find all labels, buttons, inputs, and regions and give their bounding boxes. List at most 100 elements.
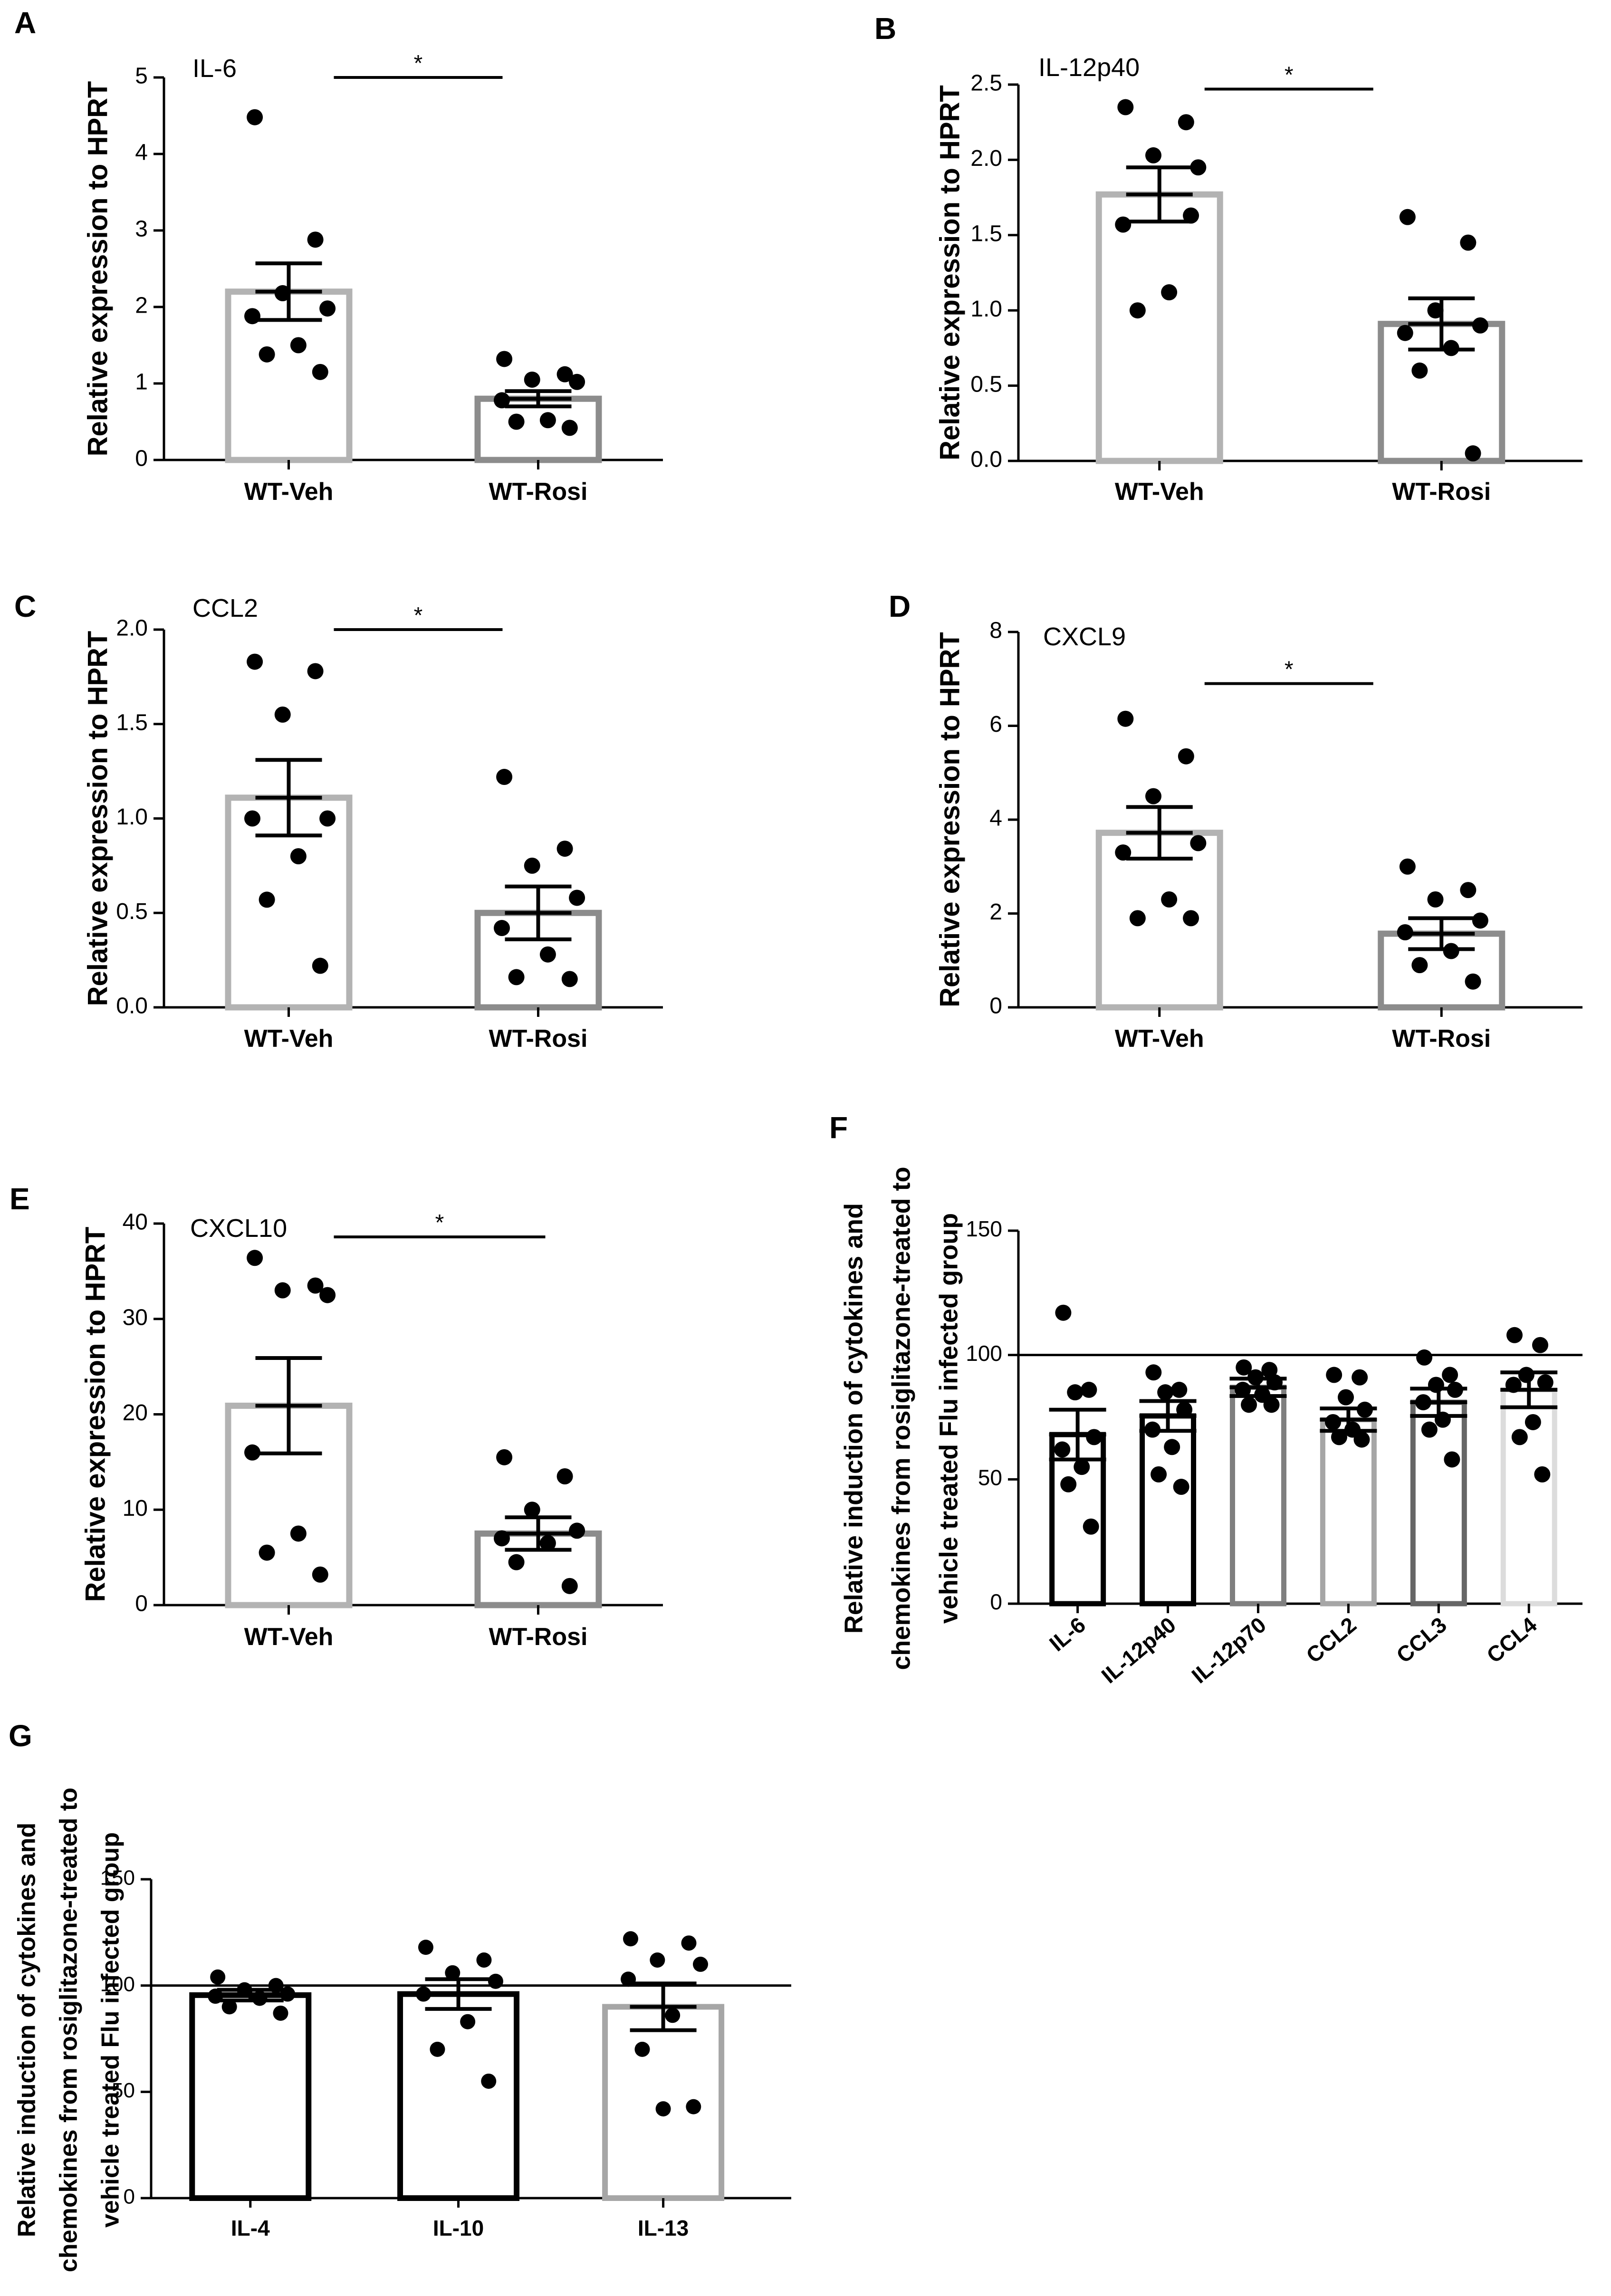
bar-wt-rosi (474, 395, 602, 463)
data-point (1054, 1441, 1071, 1458)
panel-letter: B (874, 11, 896, 46)
data-point (244, 1444, 260, 1461)
data-point (1117, 99, 1134, 115)
data-point (1399, 209, 1416, 225)
data-point (1115, 216, 1132, 233)
panel-d: D CXCL9 Relative expression to HPRT 0 2 4 6 8 WT… (889, 589, 1582, 1052)
data-point (1505, 1377, 1522, 1393)
data-point (1324, 1414, 1341, 1430)
data-point (561, 420, 578, 436)
data-point (1074, 1459, 1090, 1475)
data-point (621, 1971, 636, 1987)
y-tick-label: 150 (100, 1866, 135, 1890)
y-tick-label: 1.5 (970, 221, 1002, 246)
y-tick-label: 6 (989, 712, 1002, 737)
data-point (1421, 1421, 1438, 1438)
panel-letter: E (10, 1182, 30, 1216)
y-tick-label: 5 (135, 64, 148, 89)
panel-g: G Relative induction of cytokines and chem… (9, 1719, 791, 2272)
data-point (1411, 362, 1428, 379)
y-tick-label: 0.0 (116, 994, 148, 1019)
data-point (1081, 1381, 1097, 1398)
data-point (274, 285, 291, 302)
panel-a: A IL-6 Relative expression to HPRT 0 1 2 3 4 5 WT… (14, 6, 663, 506)
data-point (1247, 1369, 1264, 1386)
y-tick-label: 2 (135, 293, 148, 318)
data-point (244, 308, 260, 325)
data-point (686, 2099, 701, 2114)
y-tick-label: 2.0 (970, 146, 1002, 171)
data-point (259, 891, 275, 908)
data-point (1465, 445, 1481, 462)
y-tick-label: 2 (989, 899, 1002, 925)
data-point (561, 971, 578, 987)
data-point (1083, 1518, 1099, 1535)
data-point (1145, 1364, 1162, 1381)
y-tick-label: 0 (135, 1591, 148, 1617)
data-point (494, 392, 510, 409)
data-point (556, 366, 573, 383)
data-point (273, 2005, 288, 2021)
data-point (569, 373, 585, 390)
data-point (1447, 1381, 1463, 1398)
data-point (208, 1989, 223, 2004)
data-point (1427, 302, 1444, 319)
data-point (693, 1956, 708, 1972)
panel-c: C CCL2 Relative expression to HPRT 0.0 0.5 1.… (14, 589, 663, 1052)
data-point (496, 1449, 513, 1465)
data-point (1266, 1374, 1283, 1391)
data-point (280, 1986, 296, 2002)
data-point (1472, 317, 1488, 334)
data-point (1067, 1384, 1084, 1401)
data-point (1178, 748, 1194, 765)
data-point (237, 1982, 252, 1998)
data-point (307, 231, 324, 248)
data-point (1129, 910, 1146, 927)
panel-b: B IL-12p40 Relative expression to HPRT 0.0 0… (874, 11, 1582, 506)
data-point (1460, 234, 1477, 251)
x-category-label: WT-Veh (1115, 478, 1204, 506)
y-tick-label: 50 (978, 1465, 1002, 1490)
data-point (508, 1554, 525, 1570)
x-category-label: WT-Veh (1115, 1025, 1204, 1052)
bar-ccl2 (1320, 1417, 1377, 1607)
y-tick-label: 1.0 (116, 804, 148, 830)
panel-e: E CXCL10 Relative expression to HPRT 0 10 20 3… (10, 1182, 663, 1651)
data-point (252, 1990, 268, 2006)
data-point (1428, 1377, 1444, 1393)
data-point (290, 848, 307, 864)
x-category-label: WT-Rosi (1392, 1025, 1491, 1052)
gene-label: CXCL9 (1043, 622, 1126, 651)
data-point (1145, 788, 1161, 804)
data-point (481, 2073, 497, 2089)
data-point (259, 1544, 275, 1561)
gene-label: IL-12p40 (1038, 53, 1140, 82)
y-tick-label: 2.5 (970, 71, 1002, 96)
data-point (1397, 924, 1413, 940)
data-point (1443, 340, 1459, 356)
gene-label: CCL2 (192, 594, 258, 622)
data-point (1129, 302, 1146, 319)
data-point (1190, 159, 1207, 176)
data-point (274, 706, 291, 723)
y-tick-label: 20 (123, 1400, 148, 1425)
data-point (1460, 882, 1477, 899)
data-point (1525, 1414, 1541, 1430)
panel-letter: F (829, 1110, 848, 1145)
data-point (569, 1522, 585, 1539)
significance-star: * (435, 1210, 444, 1235)
data-point (319, 1287, 336, 1303)
y-tick-label: 0 (135, 446, 148, 471)
y-tick-label: 100 (100, 1972, 135, 1996)
data-point (1161, 891, 1178, 908)
data-point (1411, 957, 1428, 974)
bar-wt-veh (1095, 191, 1223, 464)
data-point (1331, 1429, 1347, 1445)
y-axis-label-line: Relative induction of cytokines and (13, 1823, 41, 2238)
data-point (1326, 1367, 1342, 1383)
significance-star: * (414, 603, 423, 628)
data-point (1434, 1411, 1451, 1428)
x-category-label: IL-4 (231, 2216, 270, 2240)
data-point (1263, 1397, 1280, 1413)
